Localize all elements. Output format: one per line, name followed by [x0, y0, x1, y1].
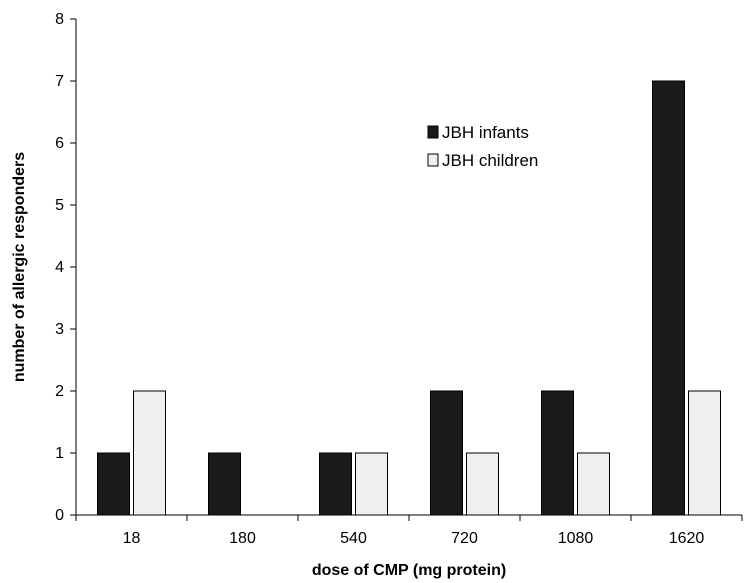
- bars: [97, 80, 721, 516]
- bar-infants: [541, 390, 574, 516]
- legend-label: JBH children: [442, 151, 538, 170]
- x-axis: 18 180 540 720 1080 1620: [75, 514, 743, 547]
- y-tick-label: 6: [55, 135, 64, 152]
- x-axis-title: dose of CMP (mg protein): [312, 562, 506, 579]
- x-tick-label: 1080: [558, 530, 594, 547]
- y-tick-label: 3: [55, 321, 64, 338]
- legend-label: JBH infants: [442, 123, 529, 142]
- legend: JBH infants JBH children: [427, 123, 538, 170]
- y-axis: 0 1 2 3 4 5 6 7 8: [55, 11, 77, 524]
- y-tick-label: 0: [55, 507, 64, 524]
- y-axis-title: number of allergic responders: [11, 152, 28, 382]
- legend-swatch: [427, 125, 439, 139]
- y-tick-label: 7: [55, 73, 64, 90]
- y-tick-label: 1: [55, 445, 64, 462]
- y-tick-label: 2: [55, 383, 64, 400]
- bar-infants: [319, 452, 352, 516]
- bar-children: [133, 390, 166, 516]
- x-tick-label: 1620: [669, 530, 705, 547]
- bar-infants: [97, 452, 130, 516]
- bar-infants: [430, 390, 463, 516]
- y-tick-label: 8: [55, 11, 64, 28]
- y-tick-label: 4: [55, 259, 64, 276]
- bar-infants: [652, 80, 685, 516]
- x-tick-label: 540: [340, 530, 367, 547]
- x-tick-label: 720: [451, 530, 478, 547]
- bar-children: [577, 452, 610, 516]
- bar-children: [688, 390, 721, 516]
- x-tick-label: 18: [123, 530, 141, 547]
- x-tick-label: 180: [229, 530, 256, 547]
- bar-children: [466, 452, 499, 516]
- bar-infants: [208, 452, 241, 516]
- bar-children: [355, 452, 388, 516]
- legend-swatch: [427, 153, 439, 167]
- y-tick-label: 5: [55, 197, 64, 214]
